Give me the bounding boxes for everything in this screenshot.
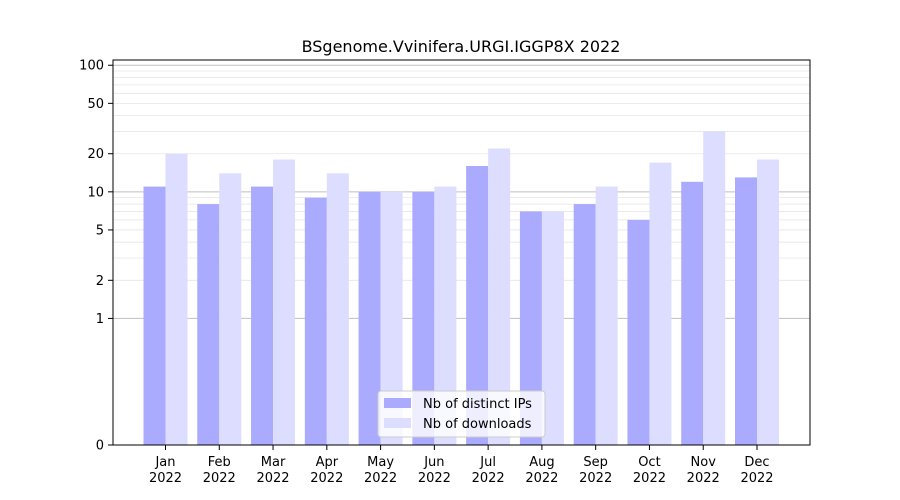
bar-distinct-ips	[519, 211, 542, 445]
x-tick-label: Mar 2022	[256, 455, 289, 486]
y-tick-label: 5	[96, 223, 104, 238]
y-tick-label: 100	[79, 59, 104, 74]
x-tick-label: Dec 2022	[740, 455, 773, 486]
bar-distinct-ips	[681, 181, 704, 445]
bar-downloads	[703, 131, 726, 445]
x-tick-label: May 2022	[364, 455, 397, 486]
bar-distinct-ips	[412, 191, 435, 445]
legend-label: Nb of downloads	[423, 417, 532, 432]
y-tick-label: 1	[96, 312, 104, 327]
legend: Nb of distinct IPs Nb of downloads	[377, 390, 546, 438]
bar-downloads	[757, 159, 779, 445]
legend-label: Nb of distinct IPs	[423, 397, 532, 412]
bar-downloads	[541, 211, 564, 445]
x-tick-label: Nov 2022	[687, 455, 720, 486]
y-tick-label: 2	[96, 274, 104, 289]
bar-downloads	[165, 153, 188, 446]
y-axis: 0 1 2 5 10 20 50 100	[79, 59, 113, 454]
bar-distinct-ips	[197, 204, 220, 445]
bar-distinct-ips	[358, 191, 381, 445]
legend-swatch	[384, 398, 411, 408]
bar-downloads	[488, 148, 511, 445]
bar-distinct-ips	[304, 197, 327, 445]
plot-frame	[112, 59, 811, 446]
x-tick-label: Jun 2022	[418, 455, 451, 486]
bar-downloads	[380, 191, 403, 445]
bar-distinct-ips	[251, 186, 274, 446]
legend-box	[377, 390, 546, 438]
x-tick-label: Aug 2022	[525, 455, 558, 486]
bar-downloads	[595, 186, 618, 446]
bar-downloads	[434, 186, 457, 446]
bar-distinct-ips	[143, 186, 166, 446]
x-tick-label: Jan 2022	[149, 455, 182, 486]
bar-downloads	[649, 162, 672, 445]
x-tick-label: Apr 2022	[310, 455, 343, 486]
x-axis: Jan 2022 Feb 2022 Mar 2022 Apr 2022 May 2022 Jun 20…	[149, 445, 774, 486]
bar-downloads	[273, 159, 296, 445]
bar-downloads	[326, 173, 349, 445]
y-tick-label: 50	[87, 97, 104, 112]
legend-swatch	[384, 418, 411, 428]
y-tick-label: 10	[87, 185, 104, 200]
x-tick-label: Sep 2022	[579, 455, 612, 486]
x-tick-label: Feb 2022	[203, 455, 236, 486]
bar-distinct-ips	[735, 177, 757, 446]
chart-title: BSgenome.Vvinifera.URGI.IGGP8X 2022	[302, 37, 621, 56]
bar-distinct-ips	[466, 165, 489, 446]
bar-downloads	[219, 173, 242, 445]
x-tick-label: Jul 2022	[472, 455, 505, 486]
x-tick-label: Oct 2022	[633, 455, 666, 486]
bar-distinct-ips	[627, 219, 650, 445]
y-tick-label: 0	[96, 439, 104, 454]
bar-distinct-ips	[573, 204, 596, 445]
y-tick-label: 20	[87, 147, 104, 162]
bars	[143, 131, 779, 446]
